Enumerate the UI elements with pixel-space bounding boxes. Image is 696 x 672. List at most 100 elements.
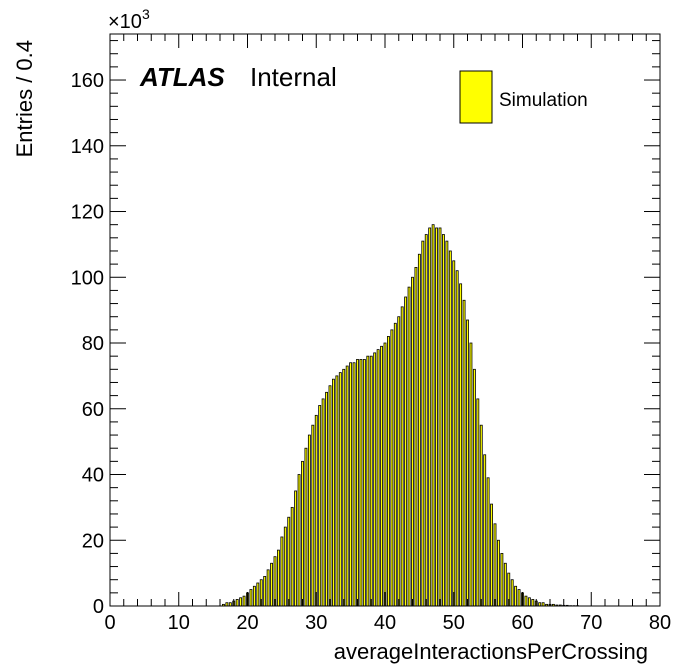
histogram-bar bbox=[314, 414, 318, 607]
histogram-bar bbox=[249, 589, 253, 607]
x-tick-label: 80 bbox=[649, 612, 671, 634]
histogram-bar bbox=[356, 359, 359, 607]
histogram-bar bbox=[462, 299, 466, 607]
histogram-bar bbox=[280, 536, 284, 607]
x-tick-label: 50 bbox=[443, 612, 465, 634]
atlas-label: ATLAS bbox=[139, 62, 225, 92]
histogram-bar bbox=[483, 454, 487, 607]
histogram-bar bbox=[342, 368, 346, 607]
y-tick-label: 160 bbox=[71, 70, 104, 92]
histogram-bar bbox=[442, 234, 445, 607]
histogram-bar bbox=[307, 434, 311, 607]
histogram-bar bbox=[424, 234, 428, 607]
histogram-bar bbox=[345, 365, 349, 607]
histogram-bar bbox=[527, 597, 531, 607]
histogram-bar bbox=[256, 582, 260, 607]
legend-label: Simulation bbox=[499, 90, 588, 111]
histogram-bar bbox=[411, 276, 414, 607]
histogram-bar bbox=[455, 270, 459, 607]
histogram-bar bbox=[524, 595, 528, 607]
histogram-bar bbox=[500, 553, 504, 607]
histogram-bar bbox=[373, 352, 377, 607]
histogram-bar bbox=[325, 391, 328, 607]
histogram-bar bbox=[497, 539, 500, 607]
histogram-bar bbox=[283, 526, 287, 607]
histogram-bar bbox=[479, 424, 483, 607]
histogram-bar bbox=[242, 595, 246, 607]
histogram-bar bbox=[369, 355, 373, 607]
histogram-bar bbox=[366, 355, 370, 607]
histogram-bar bbox=[466, 319, 469, 607]
histogram-bar bbox=[431, 224, 435, 607]
y-ticks bbox=[110, 40, 660, 607]
x-tick-label: 20 bbox=[236, 612, 258, 634]
histogram-bar bbox=[266, 569, 270, 607]
histogram-bar bbox=[514, 585, 518, 607]
x-tick-label: 70 bbox=[580, 612, 602, 634]
x-tick-labels: 0 10 20 30 40 50 60 70 80 bbox=[104, 612, 671, 634]
histogram-bar bbox=[383, 342, 387, 607]
histogram-bar bbox=[438, 227, 442, 607]
x-tick-label: 0 bbox=[104, 612, 115, 634]
histogram-bar bbox=[352, 362, 356, 607]
y-tick-label: 100 bbox=[71, 267, 104, 289]
histogram-bar bbox=[376, 349, 380, 607]
histogram-bar bbox=[476, 398, 480, 607]
histogram-bar bbox=[235, 599, 239, 607]
histogram-bar bbox=[428, 227, 432, 607]
histogram-bar bbox=[417, 253, 421, 607]
histogram-bar bbox=[503, 562, 507, 607]
histogram-bar bbox=[421, 240, 425, 607]
y-multiplier: ×103 bbox=[108, 6, 150, 33]
y-tick-label: 80 bbox=[82, 333, 104, 355]
histogram-bar bbox=[517, 589, 521, 607]
histogram-bar bbox=[414, 267, 418, 607]
histogram-bar bbox=[263, 576, 267, 607]
histogram-bar bbox=[490, 503, 493, 607]
histogram-bar bbox=[407, 286, 411, 607]
histogram-bar bbox=[472, 368, 476, 607]
histogram-bar bbox=[239, 597, 243, 607]
histogram-bar bbox=[390, 329, 394, 607]
y-tick-label: 0 bbox=[93, 596, 104, 618]
y-tick-label: 140 bbox=[71, 136, 104, 158]
y-tick-label: 120 bbox=[71, 202, 104, 224]
histogram-bar bbox=[493, 523, 497, 607]
histogram-bar bbox=[486, 477, 490, 607]
histogram-bar bbox=[393, 322, 397, 607]
bars-layer bbox=[222, 224, 579, 607]
histogram-bar bbox=[294, 490, 298, 607]
histogram-bar bbox=[252, 585, 256, 607]
y-axis-title: Entries / 0.4 bbox=[12, 40, 37, 157]
histogram-bar bbox=[448, 250, 452, 607]
histogram-bar bbox=[349, 362, 353, 607]
histogram-bar bbox=[459, 283, 463, 607]
histogram-bar bbox=[387, 336, 390, 607]
x-tick-label: 60 bbox=[511, 612, 533, 634]
histogram-bar bbox=[277, 549, 280, 607]
histogram-bar bbox=[404, 296, 408, 607]
x-tick-label: 40 bbox=[374, 612, 396, 634]
histogram-bar bbox=[362, 359, 366, 607]
histogram-bar bbox=[531, 599, 535, 607]
histogram-bar bbox=[338, 372, 342, 607]
histogram-bar bbox=[380, 345, 383, 607]
histogram-bar bbox=[510, 579, 514, 607]
histogram-bar bbox=[452, 260, 456, 607]
histogram-bar bbox=[335, 375, 339, 607]
histogram-bar bbox=[469, 342, 473, 607]
histogram-bar bbox=[270, 562, 273, 607]
histogram-bar bbox=[397, 316, 401, 607]
histogram-bar bbox=[301, 460, 304, 607]
histogram-bar bbox=[445, 240, 449, 607]
y-tick-label: 20 bbox=[82, 530, 104, 552]
histogram-bar bbox=[332, 378, 335, 607]
histogram-bar bbox=[321, 398, 325, 607]
histogram-bar bbox=[273, 556, 277, 607]
histogram-bar bbox=[297, 474, 301, 607]
x-axis-title: averageInteractionsPerCrossing bbox=[334, 639, 648, 664]
histogram-bar bbox=[400, 306, 404, 607]
legend-swatch bbox=[459, 70, 493, 124]
histogram-bar bbox=[287, 516, 291, 607]
y-tick-label: 40 bbox=[82, 465, 104, 487]
